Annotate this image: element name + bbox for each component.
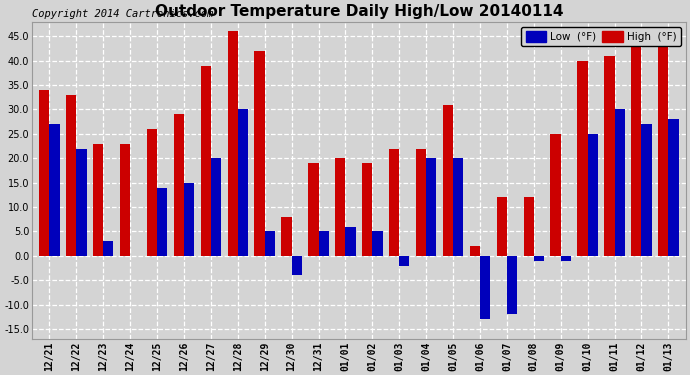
Bar	[282, 217, 292, 256]
Bar	[453, 158, 463, 256]
Bar	[120, 144, 130, 256]
Bar	[319, 231, 328, 256]
Bar	[104, 241, 113, 256]
Bar	[93, 144, 104, 256]
Bar	[470, 246, 480, 256]
Bar	[631, 46, 642, 256]
Bar	[604, 56, 615, 256]
Bar	[389, 148, 400, 256]
Bar	[184, 183, 194, 256]
Bar	[174, 114, 184, 256]
Bar	[77, 148, 86, 256]
Bar	[507, 256, 517, 314]
Bar	[50, 124, 59, 256]
Bar	[534, 256, 544, 261]
Bar	[66, 95, 77, 256]
Bar	[228, 32, 238, 256]
Bar	[373, 231, 382, 256]
Bar	[211, 158, 221, 256]
Bar	[669, 119, 678, 256]
Bar	[416, 148, 426, 256]
Bar	[201, 66, 211, 256]
Bar	[561, 256, 571, 261]
Bar	[157, 188, 167, 256]
Bar	[480, 256, 490, 319]
Bar	[335, 158, 346, 256]
Bar	[497, 197, 507, 256]
Bar	[588, 134, 598, 256]
Bar	[658, 32, 669, 256]
Legend: Low  (°F), High  (°F): Low (°F), High (°F)	[522, 27, 680, 46]
Bar	[308, 163, 319, 256]
Bar	[265, 231, 275, 256]
Bar	[524, 197, 534, 256]
Bar	[443, 105, 453, 256]
Bar	[642, 124, 651, 256]
Bar	[346, 226, 355, 256]
Bar	[292, 256, 302, 275]
Text: Copyright 2014 Cartronics.com: Copyright 2014 Cartronics.com	[32, 9, 213, 18]
Bar	[238, 110, 248, 256]
Bar	[147, 129, 157, 256]
Title: Outdoor Temperature Daily High/Low 20140114: Outdoor Temperature Daily High/Low 20140…	[155, 4, 563, 19]
Bar	[551, 134, 561, 256]
Bar	[615, 110, 624, 256]
Bar	[362, 163, 373, 256]
Bar	[255, 51, 265, 256]
Bar	[578, 61, 588, 256]
Bar	[400, 256, 409, 266]
Bar	[426, 158, 436, 256]
Bar	[39, 90, 50, 256]
